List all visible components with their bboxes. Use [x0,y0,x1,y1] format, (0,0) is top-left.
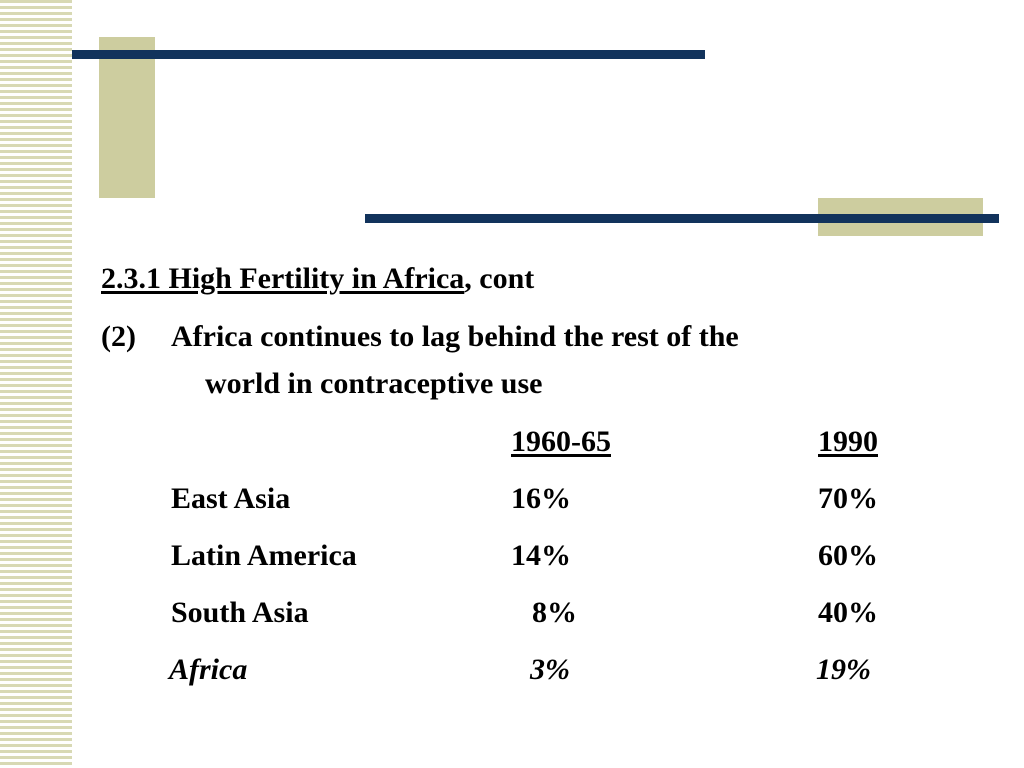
decor-square-top [99,37,155,198]
heading-rest: , cont [464,262,535,295]
point-line-2: world in contraceptive use [205,367,543,400]
point-number: (2) [101,320,136,353]
row-value-1960-east-asia: 16% [511,482,571,515]
row-value-1960-latin-america: 14% [511,539,571,572]
decor-line-mid [365,214,999,223]
row-value-1990-east-asia: 70% [818,482,878,515]
row-value-1990-latin-america: 60% [818,539,878,572]
point-line-1: Africa continues to lag behind the rest … [171,320,739,353]
row-value-1960-africa: 3% [530,653,570,686]
column-header-1960-65: 1960-65 [511,425,611,458]
slide-heading: 2.3.1 High Fertility in Africa, cont [101,262,534,296]
column-header-1990: 1990 [818,425,878,458]
row-region-africa: Africa [169,653,248,686]
striped-margin [0,0,72,768]
row-value-1990-africa: 19% [816,653,871,686]
heading-underlined: 2.3.1 High Fertility in Africa [101,262,465,295]
decor-line-top [72,50,705,59]
row-region-east-asia: East Asia [171,482,291,515]
row-region-south-asia: South Asia [171,596,309,629]
row-value-1990-south-asia: 40% [818,596,878,629]
row-region-latin-america: Latin America [171,539,357,572]
row-value-1960-south-asia: 8% [532,596,577,629]
